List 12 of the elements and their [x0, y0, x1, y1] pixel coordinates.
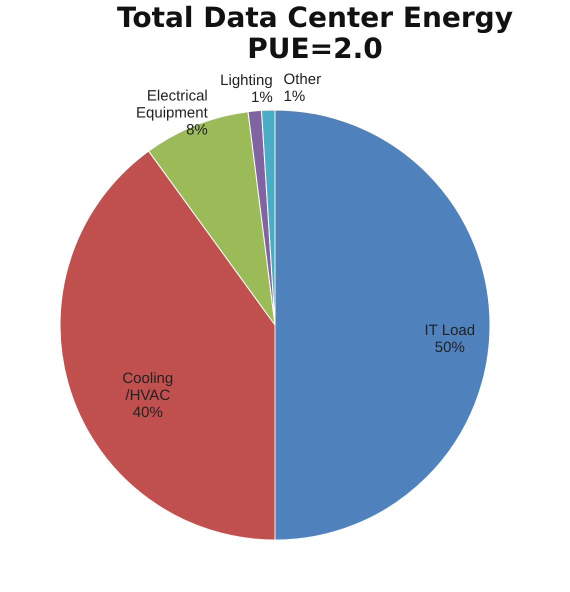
data-label: 1%: [284, 88, 306, 106]
data-label: 40%: [132, 404, 163, 421]
chart-subtitle: PUE=2.0: [247, 32, 383, 66]
slice-label: Other: [284, 71, 322, 88]
data-label: 8%: [186, 122, 208, 139]
slice-label: Electrical Equipment: [136, 88, 209, 122]
data-label: 1%: [251, 89, 273, 106]
chart-title: Total Data Center Energy: [117, 1, 513, 34]
data-label: 50%: [434, 339, 465, 356]
slice-label: IT Load: [424, 322, 476, 339]
slice-label: Cooling /HVAC: [122, 370, 174, 404]
slice-label: Lighting: [220, 72, 273, 90]
